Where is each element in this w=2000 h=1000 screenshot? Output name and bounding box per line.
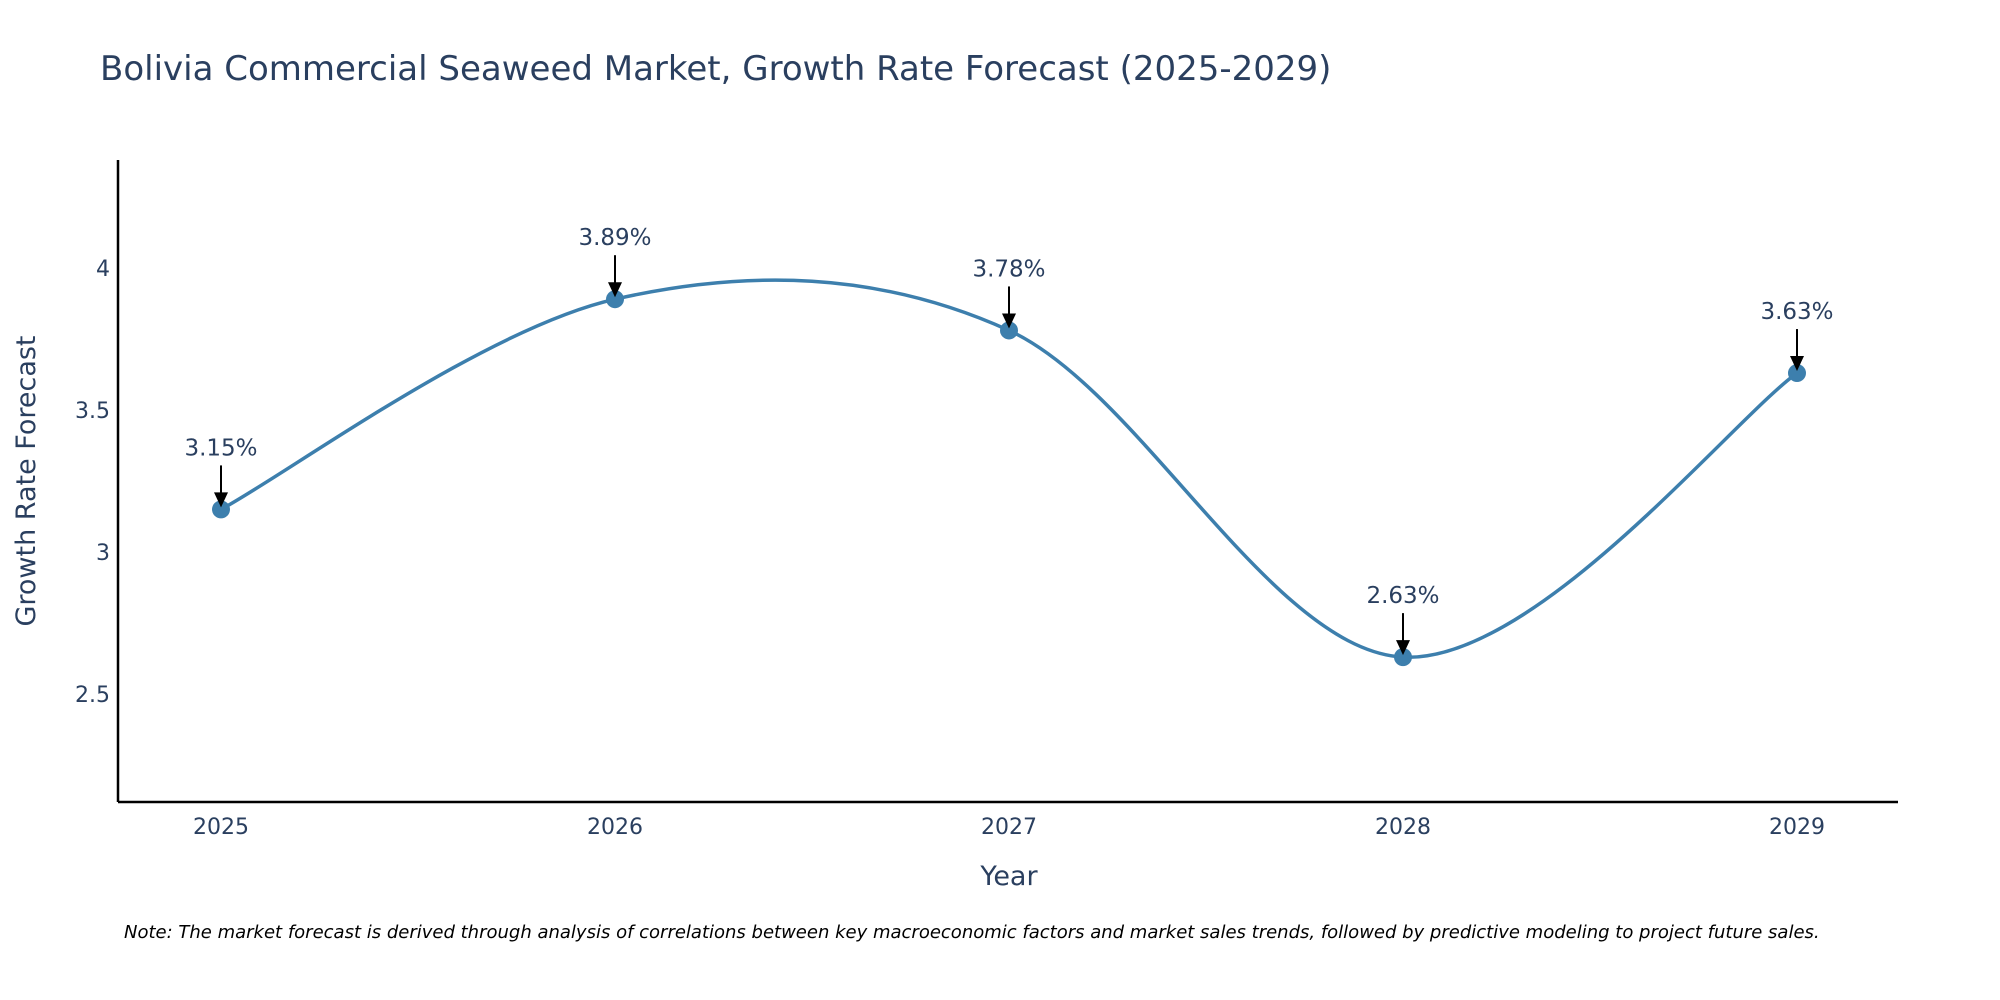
- x-tick-label: 2026: [587, 815, 643, 840]
- data-point-marker: [606, 290, 624, 309]
- data-label: 3.63%: [1760, 299, 1833, 325]
- x-tick-label: 2028: [1375, 815, 1431, 840]
- axes: [116, 160, 1898, 804]
- x-ticks: 2025 2026 2027 2028 2029: [193, 815, 1825, 840]
- data-label: 2.63%: [1366, 583, 1439, 609]
- y-tick-label: 4: [96, 257, 110, 282]
- footnote: Note: The market forecast is derived thr…: [124, 922, 1820, 943]
- x-tick-label: 2027: [981, 815, 1037, 840]
- chart-title: Bolivia Commercial Seaweed Market, Growt…: [100, 49, 1331, 89]
- x-tick-label: 2029: [1769, 815, 1825, 840]
- y-tick-label: 3.5: [75, 399, 110, 424]
- x-axis-title: Year: [979, 861, 1038, 892]
- annotation-arrowhead: [1790, 356, 1804, 372]
- data-point-marker: [1394, 648, 1412, 667]
- y-tick-label: 3: [96, 541, 110, 566]
- data-point-marker: [1000, 321, 1018, 340]
- y-tick-label: 2.5: [75, 683, 110, 708]
- annotation-arrowhead: [1002, 313, 1016, 329]
- series-line: [220, 278, 1799, 659]
- data-point-marker: [1788, 364, 1806, 383]
- x-tick-label: 2025: [193, 815, 249, 840]
- annotation-arrowhead: [608, 282, 622, 298]
- annotation-arrowhead: [214, 492, 228, 508]
- annotation-arrowhead: [1396, 640, 1410, 656]
- data-label: 3.78%: [972, 256, 1045, 282]
- data-point-marker: [212, 500, 230, 519]
- data-label: 3.89%: [578, 225, 651, 251]
- annotations: 3.15% 3.89% 3.78% 2.63% 3.63%: [184, 225, 1834, 656]
- markers: [212, 290, 1806, 667]
- y-axis-title: Growth Rate Forecast: [11, 335, 42, 626]
- y-ticks: 2.5 3 3.5 4: [75, 257, 110, 708]
- data-label: 3.15%: [184, 435, 257, 461]
